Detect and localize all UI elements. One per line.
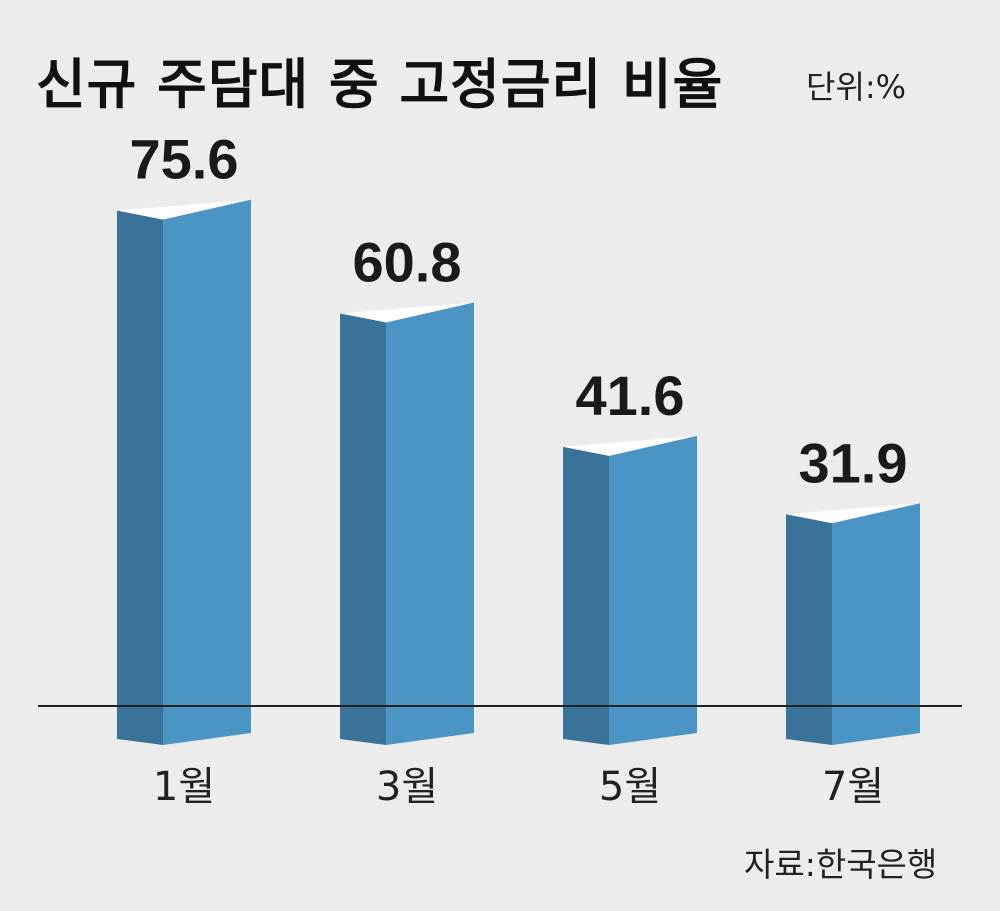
value-label: 31.9 [799,431,908,494]
bars-layer [117,199,920,745]
unit-label: 단위:% [806,68,907,106]
value-label: 41.6 [576,364,685,427]
bar-top-face [563,435,697,456]
bar-front-face [609,435,697,745]
bar-side-face [563,446,609,745]
source-label: 자료:한국은행 [744,845,938,884]
bar-front-face [832,503,920,745]
bar-3 [563,435,697,745]
bar-4 [786,503,920,745]
bar-1 [117,199,251,745]
bar-front-face [163,199,251,745]
bar-top-face [786,503,920,524]
labels-layer: 75.6 1월 60.8 3월 41.6 5월 31.9 7월 [130,128,908,810]
bar-side-face [117,210,163,745]
bar-2 [340,302,474,745]
bar-top-face [117,199,251,220]
bar-side-face [786,514,832,745]
chart-title: 신규 주담대 중 고정금리 비율 [36,53,724,116]
category-label: 1월 [153,764,215,810]
category-label: 5월 [599,764,661,810]
bar-side-face [340,313,386,745]
value-label: 75.6 [130,128,239,191]
bar-front-face [386,302,474,745]
category-label: 3월 [376,764,438,810]
value-label: 60.8 [353,230,462,293]
category-label: 7월 [822,764,884,810]
bar-top-face [340,302,474,323]
